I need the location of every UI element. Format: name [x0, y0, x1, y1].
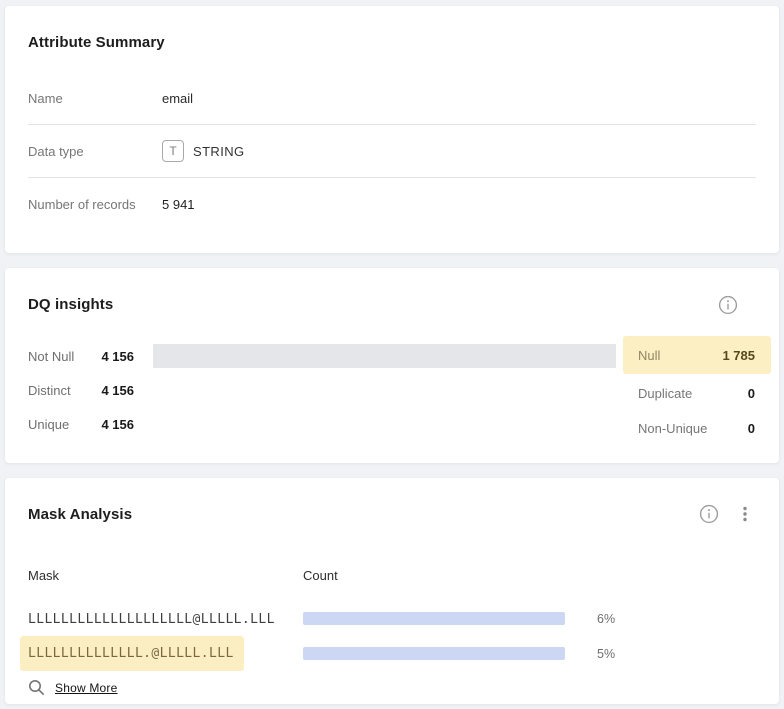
mask-pattern-text: LLLLLLLLLLLLLLLLLLLL@LLLLL.LLL	[28, 611, 275, 627]
dq-bar-label: Not Null	[28, 348, 75, 364]
mask-cell: LLLLLLLLLLLLLLLLLLLL@LLLLL.LLL	[28, 610, 303, 628]
attr-name-value: email	[162, 90, 194, 106]
mask-table-headers: Mask Count	[28, 568, 756, 583]
count-bar-track	[303, 612, 565, 625]
attr-datatype-label: Data type	[28, 143, 84, 159]
dq-stats-panel: Null 1 785 Duplicate 0 Non-Unique 0	[623, 336, 771, 446]
dq-stat-value: 0	[747, 421, 755, 436]
kebab-menu-icon[interactable]	[735, 504, 755, 524]
attr-row-data-type: Data type T STRING	[28, 125, 756, 178]
dq-stat-duplicate: Duplicate 0	[623, 376, 771, 411]
dq-bar-row-distinct: Distinct 4 156	[28, 378, 616, 402]
dq-stat-label: Non-Unique	[638, 421, 708, 436]
dq-bar-track	[153, 378, 616, 402]
dq-bar-value: 4 156	[101, 348, 134, 364]
mask-pattern-text: LLLLLLLLLLLLLL.@LLLLL.LLL	[20, 636, 244, 671]
mask-column-header: Mask	[28, 568, 60, 583]
attribute-summary-card: Attribute Summary Name email Data type T…	[5, 6, 779, 253]
dq-stat-label: Duplicate	[638, 386, 693, 401]
dq-bar-track	[153, 344, 616, 368]
attr-row-name: Name email	[28, 72, 756, 125]
search-icon	[28, 679, 45, 696]
dq-stat-label: Null	[638, 347, 661, 363]
dq-stat-non-unique: Non-Unique 0	[623, 411, 771, 446]
dq-bar-label: Distinct	[28, 382, 71, 398]
count-bar-track	[303, 647, 565, 660]
attr-row-record-count: Number of records 5 941	[28, 178, 756, 231]
dq-stat-null: Null 1 785	[623, 336, 771, 374]
dq-bar-row-not-null: Not Null 4 156	[28, 344, 616, 368]
info-icon[interactable]	[718, 295, 738, 315]
dq-bars-chart: Not Null 4 156 Distinct 4 156 Unique 4 1…	[28, 344, 616, 446]
info-icon[interactable]	[699, 504, 719, 524]
attr-datatype-text: STRING	[193, 143, 245, 159]
show-more-link[interactable]: Show More	[55, 680, 118, 695]
count-percent-label: 6%	[597, 611, 616, 626]
mask-analysis-title: Mask Analysis	[28, 506, 133, 523]
mask-cell: LLLLLLLLLLLLLL.@LLLLL.LLL	[20, 636, 303, 671]
attr-records-value: 5 941	[162, 197, 195, 212]
attr-name-label: Name	[28, 90, 63, 106]
dq-bar-label: Unique	[28, 416, 70, 432]
dq-insights-card: DQ insights Not Null 4 156 Distinct 4 15…	[5, 268, 779, 463]
mask-row[interactable]: LLLLLLLLLLLLLL.@LLLLL.LLL 5%	[20, 636, 756, 671]
dq-bar-track	[153, 412, 616, 436]
dq-stat-value: 1 785	[722, 347, 755, 363]
dq-stat-value: 0	[747, 386, 755, 401]
attr-datatype-value: T STRING	[162, 140, 245, 162]
string-type-icon: T	[162, 140, 184, 162]
mask-table-rows: LLLLLLLLLLLLLLLLLLLL@LLLLL.LLL 6% LLLLLL…	[20, 601, 756, 671]
mask-row[interactable]: LLLLLLLLLLLLLLLLLLLL@LLLLL.LLL 6%	[28, 601, 756, 636]
dq-insights-title: DQ insights	[28, 296, 114, 313]
dq-bar-value: 4 156	[101, 382, 134, 398]
attribute-summary-title: Attribute Summary	[28, 34, 165, 51]
show-more-control[interactable]: Show More	[28, 679, 118, 696]
attribute-summary-rows: Name email Data type T STRING Number of …	[28, 72, 756, 231]
dq-bar-value: 4 156	[101, 416, 134, 432]
dq-bar-row-unique: Unique 4 156	[28, 412, 616, 436]
count-percent-label: 5%	[597, 646, 616, 661]
count-column-header: Count	[303, 568, 338, 583]
attr-records-label: Number of records	[28, 197, 136, 212]
mask-analysis-card: Mask Analysis Mask Count LLLLLLLLLLLLLLL…	[5, 478, 779, 704]
